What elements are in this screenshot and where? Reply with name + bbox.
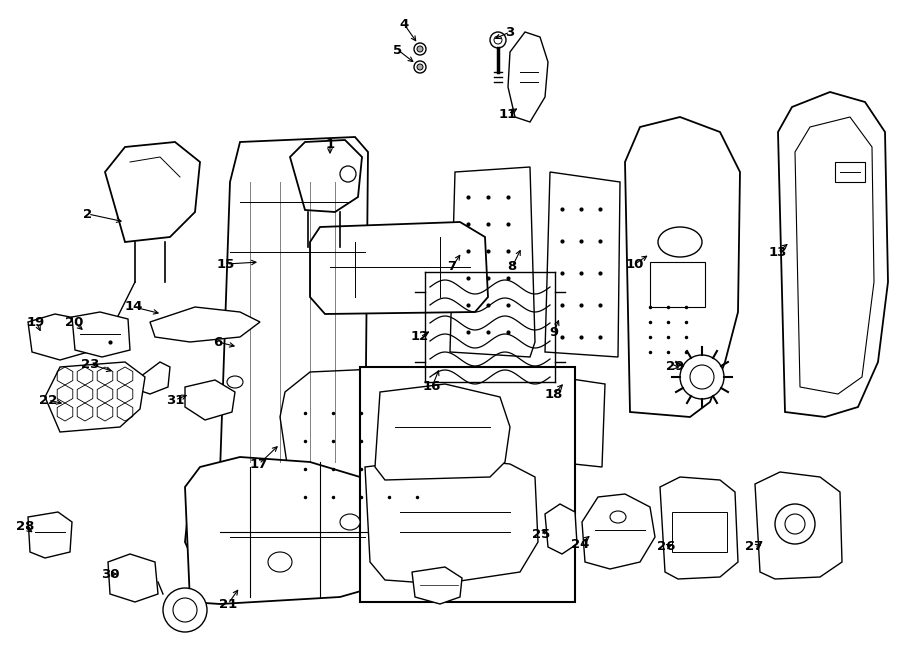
Polygon shape [45,362,145,432]
Bar [650,262,705,307]
Ellipse shape [414,43,426,55]
Bar [835,162,865,182]
Ellipse shape [680,355,724,399]
Text: 16: 16 [423,381,441,393]
Polygon shape [508,32,548,122]
Text: 13: 13 [769,246,788,258]
Ellipse shape [785,514,805,534]
Polygon shape [138,362,170,394]
Polygon shape [450,167,535,357]
Text: 25: 25 [532,528,550,540]
Ellipse shape [268,552,292,572]
Text: 19: 19 [27,316,45,328]
Ellipse shape [658,227,702,257]
Text: 17: 17 [250,457,268,471]
Ellipse shape [490,32,506,48]
Ellipse shape [340,166,356,182]
Text: 30: 30 [101,567,119,581]
Polygon shape [280,367,460,524]
Ellipse shape [340,514,360,530]
Polygon shape [545,504,577,554]
Polygon shape [185,492,385,587]
Ellipse shape [414,61,426,73]
Text: 29: 29 [666,361,684,373]
Ellipse shape [775,504,815,544]
Text: 9: 9 [549,326,559,338]
Text: 14: 14 [125,301,143,314]
Polygon shape [185,457,392,604]
Ellipse shape [610,511,626,523]
Ellipse shape [690,365,714,389]
Text: 31: 31 [166,393,184,406]
Polygon shape [625,117,740,417]
Polygon shape [555,377,605,467]
Bar [672,512,727,552]
Polygon shape [72,312,130,357]
Ellipse shape [173,598,197,622]
Polygon shape [365,457,538,584]
Polygon shape [582,494,655,569]
Text: 12: 12 [411,330,429,344]
Text: 5: 5 [393,44,402,56]
Text: 20: 20 [65,316,83,328]
Text: 1: 1 [326,138,335,150]
Text: 24: 24 [571,538,590,551]
Polygon shape [310,222,488,314]
Polygon shape [778,92,888,417]
Polygon shape [150,307,260,342]
Text: 6: 6 [213,336,222,348]
Text: 22: 22 [39,393,57,406]
Text: 10: 10 [626,258,644,271]
Polygon shape [290,140,362,212]
Text: 2: 2 [84,207,93,220]
Text: 4: 4 [400,17,409,30]
Text: 11: 11 [499,107,517,120]
Polygon shape [412,567,462,604]
Bar [360,367,575,602]
Ellipse shape [417,46,423,52]
Polygon shape [755,472,842,579]
Polygon shape [795,117,874,394]
Ellipse shape [163,588,207,632]
Ellipse shape [494,36,502,44]
Polygon shape [28,512,72,558]
Text: 23: 23 [81,357,99,371]
Text: 26: 26 [657,540,675,553]
Polygon shape [28,314,88,360]
Ellipse shape [417,64,423,70]
Text: 21: 21 [219,598,237,610]
Text: 28: 28 [16,520,34,534]
Polygon shape [375,384,510,480]
Polygon shape [660,477,738,579]
Text: 7: 7 [447,261,456,273]
Ellipse shape [227,376,243,388]
Text: 18: 18 [544,387,563,401]
Polygon shape [105,142,200,242]
Polygon shape [545,172,620,357]
Text: 15: 15 [217,258,235,271]
Polygon shape [108,554,158,602]
Text: 8: 8 [508,261,517,273]
Text: 3: 3 [506,26,515,38]
Polygon shape [185,380,235,420]
Polygon shape [200,137,368,482]
Text: 27: 27 [745,540,763,553]
